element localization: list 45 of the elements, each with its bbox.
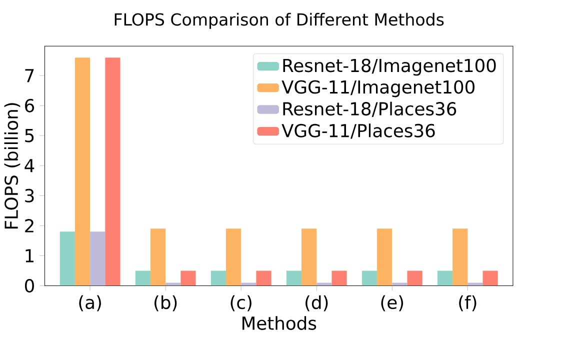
bar — [166, 282, 181, 286]
y-tick-label: 3 — [25, 188, 34, 202]
y-tick-label: 7 — [25, 68, 34, 82]
x-tick-label: (d) — [306, 295, 328, 311]
bar — [90, 231, 106, 286]
bar — [150, 228, 166, 286]
bar — [407, 270, 422, 286]
chart-title: FLOPS Comparison of Different Methods — [114, 12, 444, 29]
x-axis-title: Methods — [242, 316, 316, 330]
bar — [256, 270, 272, 286]
y-tick-label: 2 — [25, 218, 34, 232]
bar — [482, 270, 498, 286]
bar — [180, 270, 196, 286]
legend-label: Resnet-18/Imagenet100 — [283, 58, 496, 76]
bar — [135, 270, 150, 286]
y-tick-label: 4 — [24, 158, 34, 172]
bar — [316, 282, 332, 286]
x-tick-label: (e) — [381, 295, 404, 311]
y-tick-label: 0 — [24, 278, 34, 292]
bar — [468, 282, 483, 286]
bar — [302, 228, 317, 286]
bar — [437, 270, 453, 286]
legend-label: VGG-11/Imagenet100 — [282, 80, 474, 97]
x-tick-label: (a) — [79, 295, 101, 311]
y-axis-title: FLOPS (billion) — [4, 102, 20, 228]
x-tick-label: (f) — [459, 295, 476, 311]
bar — [241, 282, 256, 286]
bar — [377, 228, 392, 286]
bar — [105, 57, 120, 286]
bar — [332, 270, 347, 286]
bar — [74, 57, 90, 286]
bar — [286, 270, 302, 286]
y-tick-label: 5 — [25, 128, 34, 142]
y-tick-label: 6 — [25, 98, 34, 112]
bar — [210, 270, 226, 286]
bar — [392, 282, 408, 286]
bar — [362, 270, 378, 286]
bar — [452, 228, 468, 286]
bar — [226, 228, 242, 286]
legend-label: Resnet-18/Places36 — [283, 102, 456, 117]
x-tick-label: (c) — [230, 295, 252, 311]
bar — [60, 231, 75, 286]
y-tick-label: 1 — [26, 248, 34, 262]
legend-label: VGG-11/Places36 — [282, 123, 435, 139]
x-tick-label: (b) — [154, 295, 177, 311]
